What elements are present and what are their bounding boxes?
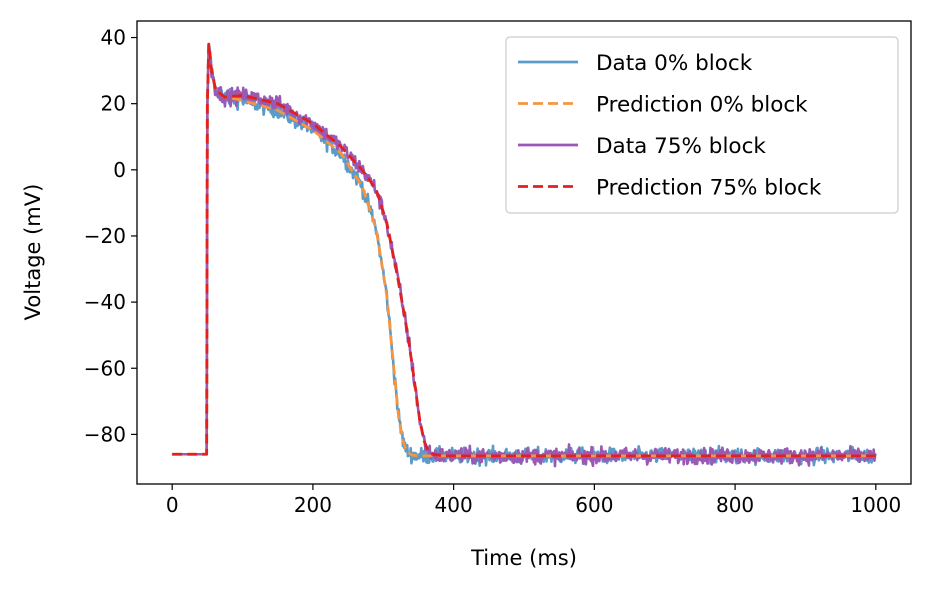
y-tick-label: 0 <box>113 158 126 182</box>
y-axis-label: Voltage (mV) <box>21 184 45 321</box>
series-layer <box>171 42 877 468</box>
legend-box <box>505 36 899 214</box>
series-line-4 <box>172 42 876 458</box>
x-tick-label: 400 <box>435 493 473 517</box>
legend-entry: Data 75% block <box>596 134 766 159</box>
y-tick-label: −20 <box>84 224 126 248</box>
x-axis: 0 200 400 600 800 1000 <box>166 484 901 517</box>
x-tick-label: 1000 <box>850 493 901 517</box>
y-tick-label: −40 <box>84 290 126 314</box>
y-axis: 40 20 0 −20 −40 −60 −80 <box>84 26 137 446</box>
x-tick-label: 0 <box>166 493 179 517</box>
x-axis-label: Time (ms) <box>470 546 577 570</box>
plot-frame <box>136 20 912 485</box>
legend: Data 0% block Prediction 0% block Data 75%… <box>505 36 899 214</box>
x-tick-label: 600 <box>575 493 613 517</box>
y-tick-label: 40 <box>101 26 126 50</box>
legend-entry: Prediction 0% block <box>596 93 808 118</box>
y-tick-label: −60 <box>84 356 126 380</box>
legend-entry: Data 0% block <box>596 51 753 76</box>
x-tick-label: 200 <box>294 493 332 517</box>
x-tick-label: 800 <box>716 493 754 517</box>
legend-entry: Prediction 75% block <box>596 176 822 201</box>
y-tick-label: −80 <box>84 422 126 446</box>
y-tick-label: 20 <box>101 92 126 116</box>
